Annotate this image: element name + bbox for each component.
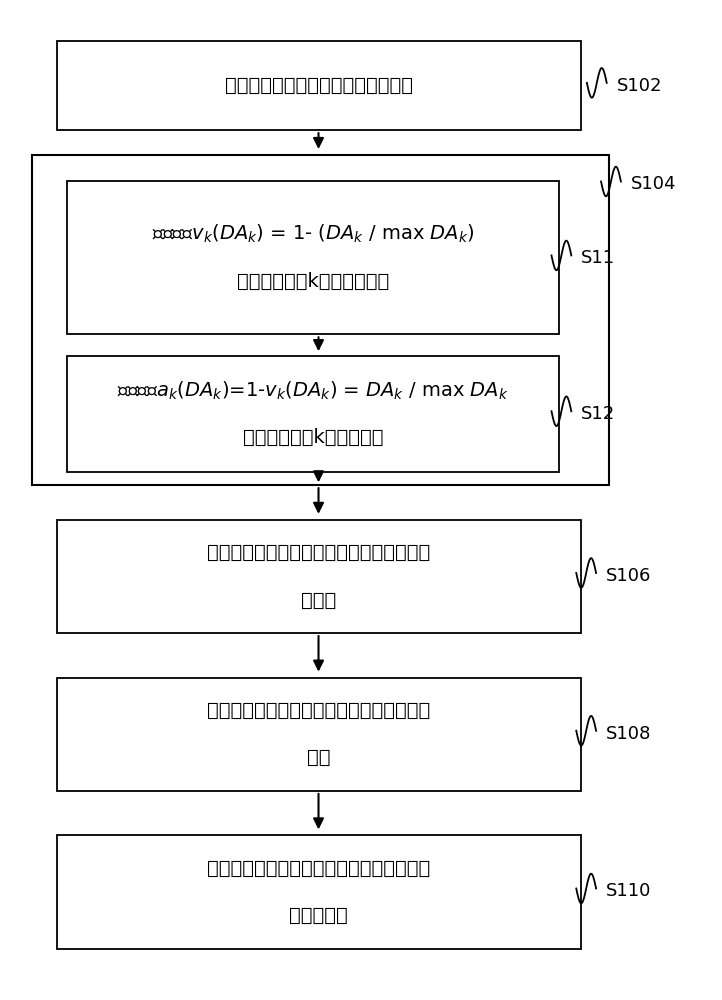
Text: S102: S102: [617, 77, 662, 95]
Bar: [56, 835, 580, 949]
Text: 望介数: 望介数: [301, 591, 336, 610]
Text: S12: S12: [581, 405, 615, 423]
Text: 根据网络传输容量模型在网络节点中确定网: 根据网络传输容量模型在网络节点中确定网: [207, 859, 430, 878]
Bar: [56, 678, 580, 791]
Text: 模型: 模型: [307, 748, 330, 767]
Bar: [67, 181, 560, 334]
Text: S106: S106: [606, 567, 651, 585]
Text: 根据期望介数确定网络节点的网络传输容量: 根据期望介数确定网络节点的网络传输容量: [207, 701, 430, 720]
Text: S11: S11: [581, 249, 615, 267]
Text: 通过公式$v_k(DA_k)$ = 1- ($DA_k$ / max $DA_k$): 通过公式$v_k(DA_k)$ = 1- ($DA_k$ / max $DA_k…: [152, 223, 474, 245]
Text: 通过公式$a_k(DA_k)$=1-$v_k(DA_k)$ = $DA_k$ / max $DA_k$: 通过公式$a_k(DA_k)$=1-$v_k(DA_k)$ = $DA_k$ /…: [118, 379, 509, 402]
Text: S108: S108: [606, 725, 651, 743]
Text: 确定网络节点k的可用性值: 确定网络节点k的可用性值: [243, 428, 383, 447]
Bar: [32, 155, 609, 485]
Text: S104: S104: [631, 175, 677, 193]
Bar: [56, 520, 580, 633]
Text: S110: S110: [606, 882, 651, 900]
Text: 计算空间网络中网络节点的有效介数: 计算空间网络中网络节点的有效介数: [225, 76, 412, 95]
Text: 构建网络节点k的脆弱性模型: 构建网络节点k的脆弱性模型: [237, 272, 389, 291]
Bar: [67, 356, 560, 472]
Bar: [56, 41, 580, 130]
Text: 络关键节点: 络关键节点: [289, 906, 348, 925]
Text: 根据可用性值和有效介数确定网络节点的期: 根据可用性值和有效介数确定网络节点的期: [207, 543, 430, 562]
